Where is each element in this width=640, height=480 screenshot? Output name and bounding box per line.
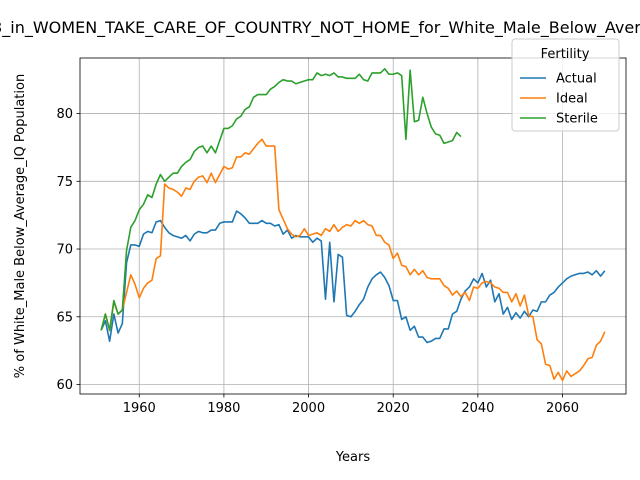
legend-label-ideal: Ideal (556, 92, 588, 107)
legend-box (511, 38, 620, 132)
x-axis-label: Years (335, 450, 371, 465)
series-lines (100, 68, 606, 382)
y-tick-label: 75 (56, 175, 73, 190)
plot-frame (79, 57, 627, 395)
series-line-actual (100, 210, 606, 344)
legend-items: Actual Ideal Sterile (520, 72, 598, 127)
legend: Fertility Actual Ideal Sterile (511, 38, 620, 132)
y-tick-label: 60 (56, 378, 73, 393)
legend-label-actual: Actual (556, 72, 597, 87)
series-line-sterile (100, 68, 462, 332)
chart-title: 3_in_WOMEN_TAKE_CARE_OF_COUNTRY_NOT_HOME… (0, 18, 640, 38)
legend-title: Fertility (541, 47, 590, 62)
y-axis: 60 65 70 75 80 (56, 107, 80, 393)
legend-label-sterile: Sterile (556, 112, 598, 127)
x-tick-label: 2060 (546, 401, 579, 416)
y-tick-label: 80 (56, 107, 73, 122)
y-axis-label: % of White_Male Below_Average_IQ Populat… (13, 74, 28, 378)
series-line-ideal (100, 138, 606, 382)
y-tick-label: 70 (56, 243, 73, 258)
x-tick-label: 2020 (377, 401, 410, 416)
x-tick-label: 2000 (292, 401, 325, 416)
x-tick-label: 1960 (123, 401, 156, 416)
y-tick-label: 65 (56, 310, 73, 325)
x-tick-label: 2040 (461, 401, 494, 416)
x-axis: 1960 1980 2000 2020 2040 2060 (123, 394, 579, 416)
x-tick-label: 1980 (207, 401, 240, 416)
